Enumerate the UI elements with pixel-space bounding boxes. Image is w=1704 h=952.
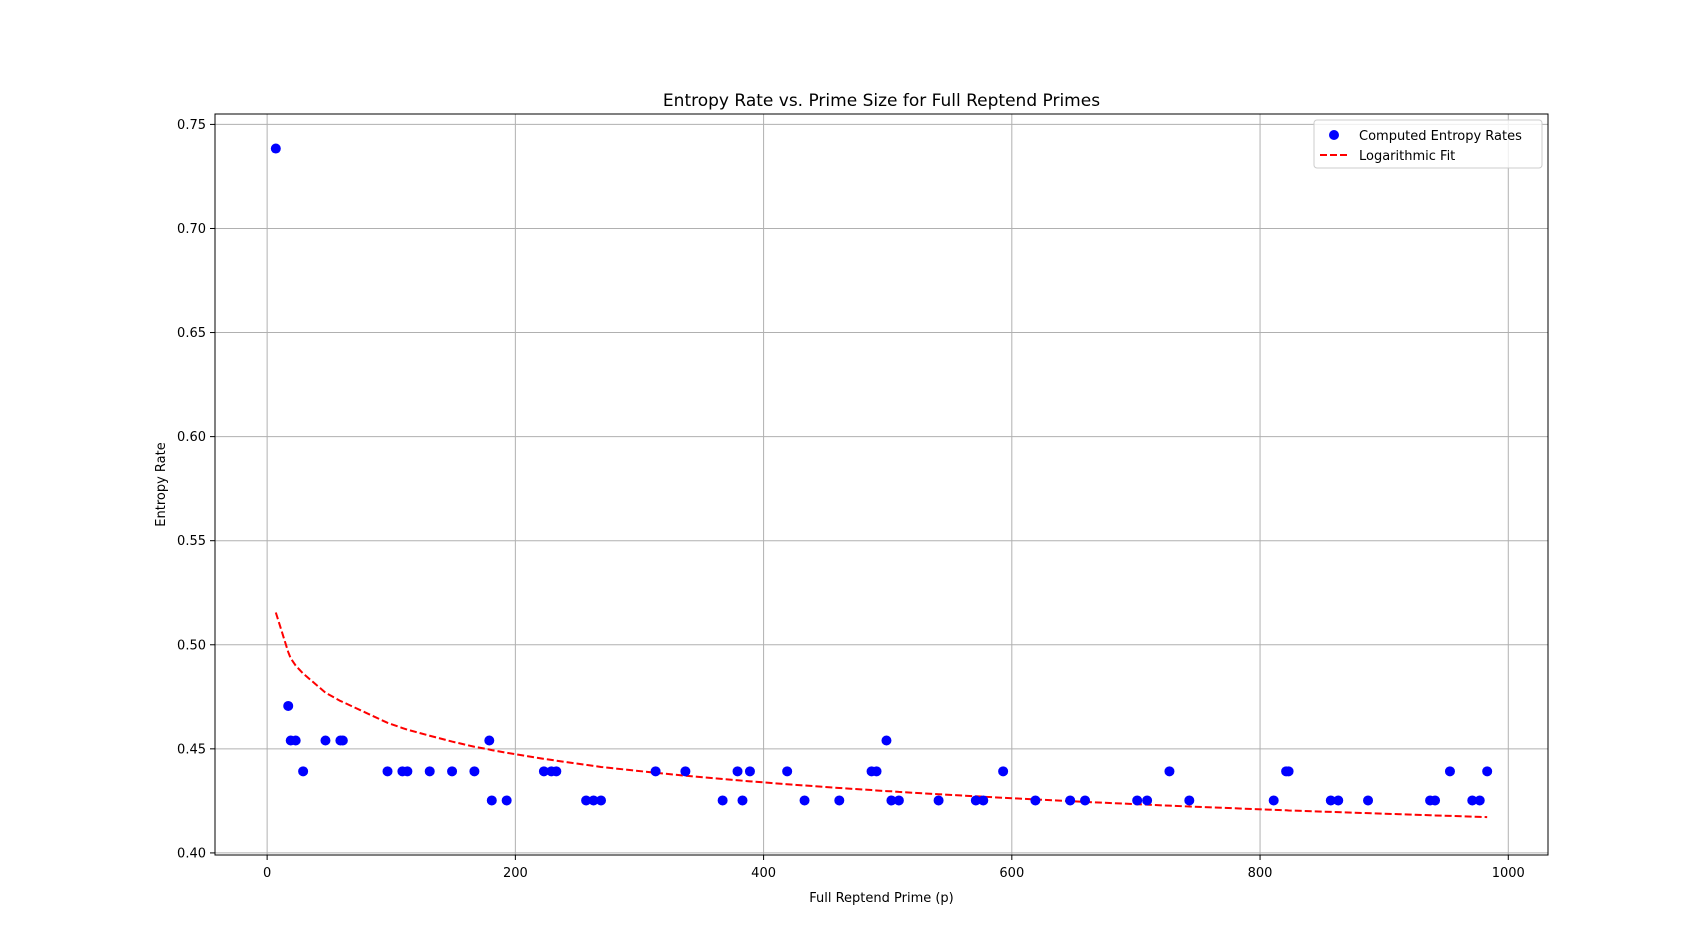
ticks: 0 200 400 600 800 1000 0.40 0.45 0.50 0.55 0.60 0.6…: [177, 118, 1525, 881]
data-point: [886, 795, 897, 806]
y-tick-label: 0.55: [177, 534, 206, 549]
y-tick-label: 0.70: [177, 222, 206, 237]
data-point: [970, 795, 981, 806]
y-tick-label: 0.50: [177, 638, 206, 653]
data-point: [402, 766, 413, 777]
legend-label-computed-entropy-rates: Computed Entropy Rates: [1359, 129, 1522, 144]
x-tick-label: 200: [503, 866, 528, 881]
legend: Computed Entropy Rates Logarithmic Fit: [1313, 119, 1543, 169]
data-point: [1080, 795, 1091, 806]
data-point: [1268, 795, 1279, 806]
data-point: [1430, 795, 1441, 806]
data-point: [1184, 795, 1195, 806]
logarithmic-fit-line: [274, 612, 1488, 819]
data-point: [290, 735, 301, 746]
data-point: [737, 795, 748, 806]
legend-marker-computed-entropy-rates: [1329, 130, 1339, 140]
data-point: [501, 795, 512, 806]
data-point: [717, 795, 728, 806]
x-tick-label: 0: [263, 866, 271, 881]
data-point: [680, 766, 691, 777]
y-tick-label: 0.65: [177, 326, 206, 341]
y-tick-label: 0.45: [177, 742, 206, 757]
series-layer: [270, 143, 1493, 819]
data-point: [881, 735, 892, 746]
data-point: [834, 795, 845, 806]
data-point: [581, 795, 592, 806]
data-point: [799, 795, 810, 806]
x-tick-label: 400: [751, 866, 776, 881]
data-point: [1333, 795, 1344, 806]
grid: [215, 114, 1548, 855]
chart-title: Entropy Rate vs. Prime Size for Full Rep…: [663, 91, 1100, 111]
data-point: [1164, 766, 1175, 777]
data-point: [744, 766, 755, 777]
data-point: [298, 766, 309, 777]
data-point: [1142, 795, 1153, 806]
data-point: [538, 766, 549, 777]
y-axis-label: Entropy Rate: [154, 442, 169, 526]
data-point: [588, 795, 599, 806]
y-tick-label: 0.40: [177, 846, 206, 861]
data-point: [978, 795, 989, 806]
x-tick-label: 800: [1248, 866, 1273, 881]
data-point: [320, 735, 331, 746]
data-point: [1474, 795, 1485, 806]
data-point: [551, 766, 562, 777]
data-point: [1467, 795, 1478, 806]
data-point: [1283, 766, 1294, 777]
data-point: [283, 700, 294, 711]
x-tick-label: 1000: [1492, 866, 1525, 881]
data-point: [893, 795, 904, 806]
data-point: [1030, 795, 1041, 806]
data-point: [1065, 795, 1076, 806]
data-point: [270, 143, 281, 154]
data-point: [933, 795, 944, 806]
data-point: [782, 766, 793, 777]
data-point: [1325, 795, 1336, 806]
data-point: [469, 766, 480, 777]
y-tick-label: 0.75: [177, 118, 206, 133]
data-point: [1132, 795, 1143, 806]
data-point: [998, 766, 1009, 777]
y-tick-label: 0.60: [177, 430, 206, 445]
data-point: [1482, 766, 1493, 777]
data-point: [424, 766, 435, 777]
data-point: [382, 766, 393, 777]
x-axis-label: Full Reptend Prime (p): [809, 891, 954, 906]
data-point: [732, 766, 743, 777]
data-point: [1363, 795, 1374, 806]
x-tick-label: 600: [999, 866, 1024, 881]
legend-label-logarithmic-fit: Logarithmic Fit: [1359, 149, 1455, 164]
legend-box: [1313, 119, 1543, 169]
data-point: [337, 735, 348, 746]
data-point: [596, 795, 606, 806]
plot-frame: [214, 113, 1549, 856]
data-point: [1444, 766, 1455, 777]
data-point: [486, 795, 497, 806]
data-point: [650, 766, 661, 777]
data-point: [871, 766, 882, 777]
data-point: [484, 735, 495, 746]
data-point: [447, 766, 458, 777]
